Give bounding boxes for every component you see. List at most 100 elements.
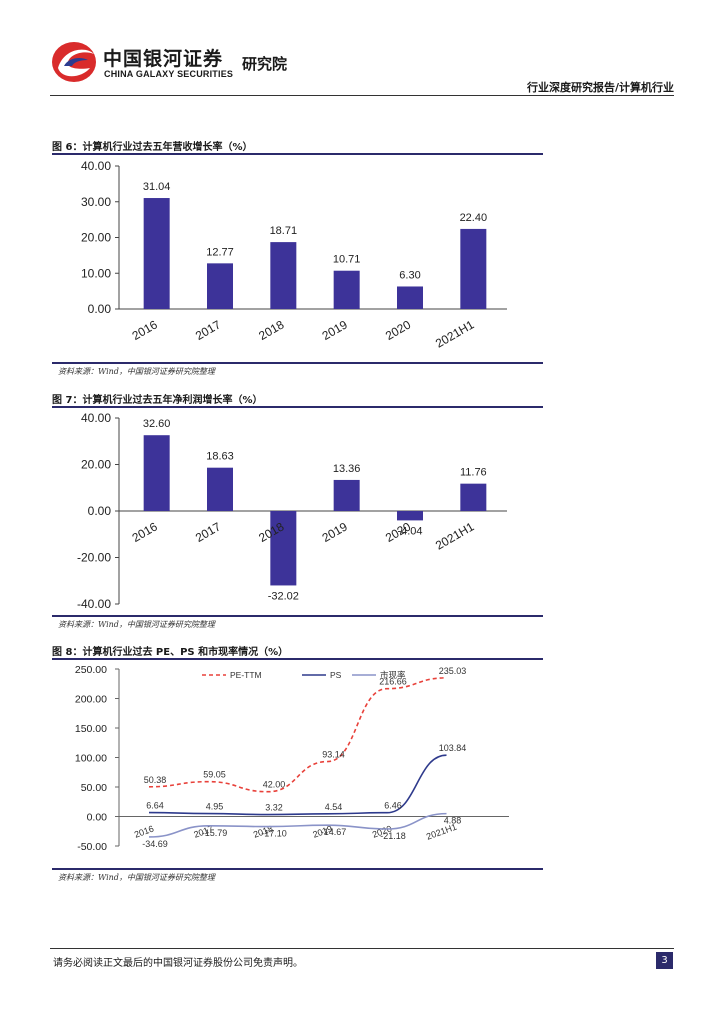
figure-6-bottom-rule <box>52 362 543 364</box>
bar <box>460 228 487 309</box>
data-label: 42.00 <box>263 780 286 790</box>
data-label: -34.69 <box>142 839 168 849</box>
valuation-line-chart: 250.00 200.00 150.00 100.00 50.00 0.00 -50.00 2… <box>75 664 509 853</box>
x-tick-label: 2016 <box>130 317 160 343</box>
galaxy-logo-icon <box>52 42 96 82</box>
data-label: -17.10 <box>261 829 287 839</box>
y-tick-label: 40.00 <box>81 411 111 425</box>
x-tick-label: 2018 <box>256 317 286 343</box>
institute-name: 研究院 <box>242 55 288 73</box>
figure-8-bottom-rule <box>52 868 543 870</box>
y-tick-label: 20.00 <box>81 231 111 245</box>
data-label: 50.38 <box>144 775 167 785</box>
report-type: 行业深度研究报告/计算机行业 <box>526 81 674 94</box>
y-tick-label: 0.00 <box>87 812 108 824</box>
series-line-2 <box>148 812 447 838</box>
figure-7-bottom-rule <box>52 615 543 617</box>
figure-6-source: 资料来源：Wind，中国银河证券研究院整理 <box>58 367 215 376</box>
series-line-0 <box>148 677 447 793</box>
x-tick-label: 2019 <box>320 317 350 343</box>
data-label: 11.76 <box>460 467 487 479</box>
company-name-cn: 中国银河证券 <box>103 48 224 70</box>
bar <box>143 198 170 309</box>
data-label: 4.88 <box>444 816 462 826</box>
data-label: -21.18 <box>380 831 406 841</box>
y-tick-label: 0.00 <box>88 302 112 316</box>
page-number: 3 <box>656 952 673 969</box>
data-label: -14.67 <box>321 827 347 837</box>
data-label: 18.63 <box>206 451 234 463</box>
net-profit-growth-bar-chart: 40.00 20.00 0.00 -20.00 -40.00 32.60 2016 18.63… <box>77 411 507 611</box>
x-tick-label: 2021H1 <box>433 519 477 552</box>
bar <box>333 479 360 511</box>
x-tick-label: 2017 <box>193 519 223 545</box>
revenue-growth-bar-chart: 40.00 30.00 20.00 10.00 0.00 31.04 2016 12.77 20… <box>81 159 507 351</box>
footer-divider <box>50 948 674 949</box>
figure-8-top-rule <box>52 658 543 660</box>
legend-label: PE-TTM <box>230 670 262 680</box>
data-label: 6.30 <box>399 269 420 281</box>
data-label: 216.66 <box>379 677 407 687</box>
bar <box>397 286 423 309</box>
y-tick-label: -40.00 <box>77 597 111 611</box>
x-tick-label: 2020 <box>383 317 413 343</box>
y-tick-label: 50.00 <box>81 782 107 794</box>
data-label: 6.46 <box>384 801 402 811</box>
y-tick-label: 40.00 <box>81 159 111 173</box>
data-label: -15.79 <box>202 828 228 838</box>
data-label: 103.84 <box>439 743 467 753</box>
legend-label: PS <box>330 670 342 680</box>
data-label: 59.05 <box>203 770 226 780</box>
data-label: 235.03 <box>439 666 467 676</box>
bar <box>207 263 233 309</box>
figure-8-title: 图 8：计算机行业过去 PE、PS 和市现率情况（%） <box>52 647 289 658</box>
company-name-en: CHINA GALAXY SECURITIES <box>104 69 234 79</box>
data-label: 32.60 <box>143 418 171 430</box>
bar <box>270 242 297 309</box>
y-tick-label: 10.00 <box>81 266 111 280</box>
data-label: 13.36 <box>333 463 361 475</box>
data-label: 93.14 <box>322 750 345 760</box>
x-tick-label: 2016 <box>130 519 160 545</box>
footer-disclaimer: 请务必阅读正文最后的中国银河证券股份公司免责声明。 <box>53 958 303 969</box>
bar <box>333 270 360 309</box>
y-tick-label: -20.00 <box>77 551 111 565</box>
figure-8-source: 资料来源：Wind，中国银河证券研究院整理 <box>58 873 215 882</box>
bar <box>460 483 487 511</box>
header-divider <box>50 95 674 96</box>
x-tick-label: 2019 <box>320 519 350 545</box>
figure-7-top-rule <box>52 406 543 408</box>
legend-label: 市现率 <box>380 670 406 680</box>
bar <box>143 435 170 511</box>
figure-7-title: 图 7：计算机行业过去五年净利润增长率（%） <box>52 395 263 406</box>
data-label: -32.02 <box>268 590 299 602</box>
y-tick-label: 100.00 <box>75 753 107 765</box>
data-label: 3.32 <box>265 803 283 813</box>
y-tick-label: 250.00 <box>75 664 107 676</box>
data-label: 10.71 <box>333 254 361 266</box>
data-label: 6.64 <box>146 801 164 811</box>
y-tick-label: 150.00 <box>75 723 107 735</box>
data-label: 18.71 <box>270 225 298 237</box>
figure-6-title: 图 6：计算机行业过去五年营收增长率（%） <box>52 142 253 153</box>
y-tick-label: 20.00 <box>81 458 111 472</box>
data-label: 4.95 <box>206 802 224 812</box>
bar <box>270 511 297 586</box>
data-label: 4.54 <box>325 802 343 812</box>
bar <box>397 511 423 521</box>
data-label: 31.04 <box>143 181 171 193</box>
figure-7-source: 资料来源：Wind，中国银河证券研究院整理 <box>58 620 215 629</box>
x-tick-label: 2017 <box>193 317 223 343</box>
figure-6-top-rule <box>52 153 543 155</box>
x-tick-label: 2021H1 <box>433 317 477 350</box>
y-tick-label: -50.00 <box>77 841 107 853</box>
y-tick-label: 200.00 <box>75 694 107 706</box>
bar <box>207 467 233 511</box>
data-label: -4.04 <box>397 525 422 537</box>
data-label: 12.77 <box>206 246 234 258</box>
y-tick-label: 0.00 <box>88 504 112 518</box>
series-line-1 <box>148 754 447 816</box>
data-label: 22.40 <box>460 212 488 224</box>
y-tick-label: 30.00 <box>81 195 111 209</box>
x-tick-label: 2020 <box>383 519 413 545</box>
